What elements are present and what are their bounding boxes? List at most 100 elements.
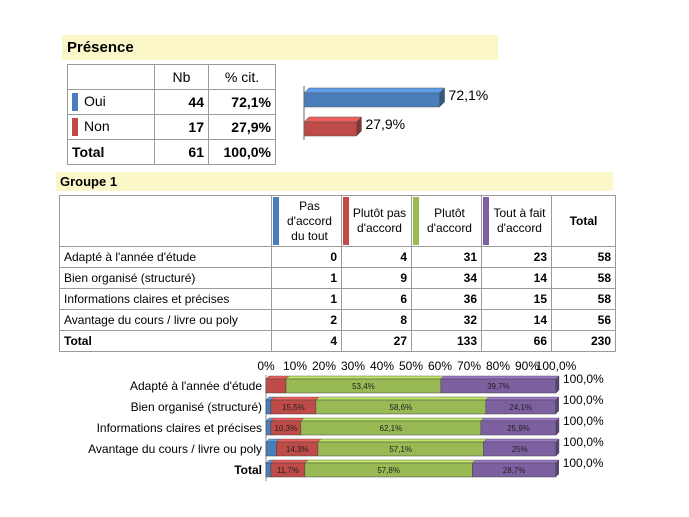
presence-row-oui: Oui 44 72,1% bbox=[67, 89, 276, 115]
groupe-cell: 23 bbox=[481, 246, 552, 268]
presence-total-row: Total 61 100,0% bbox=[67, 139, 276, 165]
x-tick-label: 60% bbox=[428, 359, 452, 373]
groupe-table: Pas d'accord du tout Plutôt pas d'accord… bbox=[59, 195, 616, 352]
segment-top bbox=[315, 396, 490, 401]
groupe-header-row: Pas d'accord du tout Plutôt pas d'accord… bbox=[59, 195, 616, 247]
x-tick-label: 30% bbox=[341, 359, 365, 373]
bar-oui bbox=[303, 92, 440, 108]
bar-end-side bbox=[555, 459, 559, 478]
presence-pct-cell: 27,9% bbox=[208, 114, 276, 140]
groupe-total-cell: 66 bbox=[481, 330, 552, 352]
segment-label: 53,4% bbox=[352, 382, 375, 391]
x-tick-label: 0% bbox=[257, 359, 275, 373]
segment-label: 58,6% bbox=[390, 403, 413, 412]
groupe-row: Informations claires et précises 1 6 36 … bbox=[59, 288, 616, 310]
segment-top bbox=[483, 438, 560, 443]
x-tick-label: 20% bbox=[312, 359, 336, 373]
groupe-header-label bbox=[59, 195, 272, 247]
bar-total-label: 100,0% bbox=[563, 372, 604, 386]
presence-row-non: Non 17 27,9% bbox=[67, 114, 276, 140]
category-label: Informations claires et précises bbox=[97, 421, 262, 435]
x-tick-label: 90% bbox=[515, 359, 539, 373]
bar-segment bbox=[265, 441, 277, 457]
stacked-bar-chart: 0% 10% 20% 30% 40% 50% 60% 70% 80% 90%100,0%Adapt… bbox=[88, 359, 604, 481]
x-tick-label: 40% bbox=[370, 359, 394, 373]
groupe-header-text: Pas d'accord du tout bbox=[287, 198, 332, 243]
groupe-header-tout-a-fait: Tout à fait d'accord bbox=[481, 195, 552, 247]
category-label: Avantage du cours / livre ou poly bbox=[88, 442, 262, 456]
segment-top bbox=[275, 438, 322, 443]
category-label: Adapté à l'année d'étude bbox=[130, 379, 262, 393]
bar-total-label: 100,0% bbox=[563, 393, 604, 407]
presence-header-pct: % cit. bbox=[208, 64, 276, 90]
x-tick-label: 50% bbox=[399, 359, 423, 373]
groupe-total-label: Total bbox=[59, 330, 272, 352]
groupe-cell: 32 bbox=[411, 309, 482, 331]
bar-top-1 bbox=[303, 116, 363, 123]
groupe-row-total: 58 bbox=[551, 288, 616, 310]
segment-label: 15,5% bbox=[282, 403, 305, 412]
groupe-row-total: 56 bbox=[551, 309, 616, 331]
groupe-cell: 4 bbox=[341, 246, 412, 268]
bar-non bbox=[303, 121, 357, 137]
segment-label: 28,7% bbox=[503, 466, 526, 475]
groupe-cell: 6 bbox=[341, 288, 412, 310]
category-label: Total bbox=[234, 463, 262, 477]
bar-value-label: 27,9% bbox=[365, 116, 405, 132]
presence-total-nb: 61 bbox=[154, 139, 209, 165]
bar-end-side bbox=[555, 438, 560, 457]
segment-label: 57,8% bbox=[377, 466, 400, 475]
groupe-header-pas-accord: Pas d'accord du tout bbox=[271, 195, 342, 247]
segment-label: 14,3% bbox=[286, 445, 309, 454]
groupe-cell: 14 bbox=[481, 267, 552, 289]
bar-total-label: 100,0% bbox=[563, 414, 604, 428]
groupe-row: Adapté à l'année d'étude 0 4 31 23 58 bbox=[59, 246, 616, 268]
presence-nb-cell: 17 bbox=[154, 114, 209, 140]
segment-top bbox=[471, 459, 560, 464]
segment-top bbox=[317, 438, 487, 443]
bar-total-label: 100,0% bbox=[563, 435, 604, 449]
segment-top bbox=[270, 396, 320, 401]
groupe-cell: 14 bbox=[481, 309, 552, 331]
bar-segment bbox=[265, 399, 272, 415]
bar-segment bbox=[265, 462, 272, 478]
segment-top bbox=[270, 459, 309, 464]
segment-top bbox=[300, 417, 485, 422]
legend-swatch-oui bbox=[72, 93, 78, 112]
presence-header-label bbox=[67, 64, 155, 90]
groupe-cell: 36 bbox=[411, 288, 482, 310]
segment-top bbox=[304, 459, 476, 464]
legend-swatch-plutot-accord bbox=[413, 197, 419, 245]
groupe-cell: 0 bbox=[271, 246, 342, 268]
groupe-row-label: Avantage du cours / livre ou poly bbox=[59, 309, 272, 331]
presence-header-nb: Nb bbox=[154, 64, 209, 90]
groupe-header-plutot-pas: Plutôt pas d'accord bbox=[341, 195, 412, 247]
groupe-cell: 1 bbox=[271, 288, 342, 310]
groupe-cell: 9 bbox=[341, 267, 412, 289]
groupe-row-label: Bien organisé (structuré) bbox=[59, 267, 272, 289]
presence-row-label: Non bbox=[84, 117, 110, 134]
presence-header-row: Nb % cit. bbox=[67, 64, 276, 90]
segment-label: 57,1% bbox=[389, 445, 412, 454]
segment-label: 24,1% bbox=[509, 403, 532, 412]
groupe-total-cell: 27 bbox=[341, 330, 412, 352]
groupe-cell: 8 bbox=[341, 309, 412, 331]
bar-segment bbox=[265, 378, 287, 394]
groupe-row: Avantage du cours / livre ou poly 2 8 32… bbox=[59, 309, 616, 331]
segment-top bbox=[480, 417, 560, 422]
groupe-header-plutot-accord: Plutôt d'accord bbox=[411, 195, 482, 247]
presence-label-cell: Oui bbox=[67, 89, 155, 115]
category-label: Bien organisé (structuré) bbox=[131, 400, 262, 414]
segment-top bbox=[270, 417, 305, 422]
bar-value-label: 72,1% bbox=[449, 87, 489, 103]
legend-swatch-plutot-pas bbox=[343, 197, 349, 245]
groupe-total-row: Total 4 27 133 66 230 bbox=[59, 330, 616, 352]
groupe-row-label: Informations claires et précises bbox=[59, 288, 272, 310]
presence-label-cell: Non bbox=[67, 114, 155, 140]
x-tick-label: 10% bbox=[283, 359, 307, 373]
presence-bar-chart: 72,1% 27,9% bbox=[303, 86, 489, 140]
x-tick-label: 100,0% bbox=[536, 359, 577, 373]
groupe-cell: 31 bbox=[411, 246, 482, 268]
groupe-cell: 15 bbox=[481, 288, 552, 310]
presence-nb-cell: 44 bbox=[154, 89, 209, 115]
